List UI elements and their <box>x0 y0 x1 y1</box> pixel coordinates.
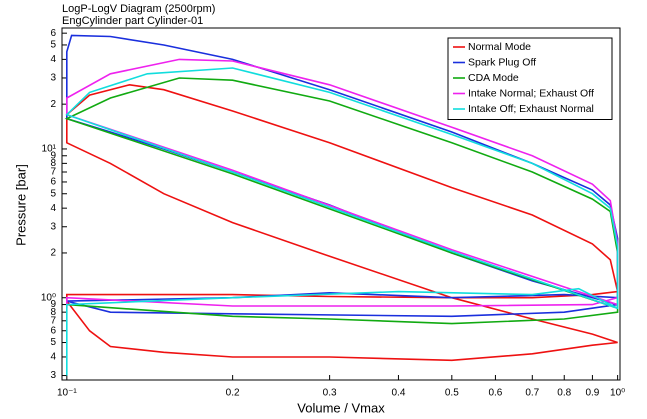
y-tick-label: 10¹ <box>42 144 57 155</box>
x-tick-label: 0.2 <box>226 388 240 399</box>
y-tick-label: 3 <box>50 221 56 232</box>
x-tick-label: 0.3 <box>323 388 337 399</box>
y-tick-label: 3 <box>50 370 56 381</box>
y-tick-label: 4 <box>50 352 56 363</box>
y-tick-label: 6 <box>50 28 56 39</box>
y-tick-label: 5 <box>50 188 56 199</box>
series-line <box>65 67 619 376</box>
x-tick-label: 0.8 <box>557 388 571 399</box>
y-tick-label: 5 <box>50 337 56 348</box>
y-tick-label: 4 <box>50 203 56 214</box>
y-tick-label: 8 <box>50 158 56 169</box>
y-tick-label: 6 <box>50 325 56 336</box>
x-tick-label: 10⁰ <box>610 388 625 399</box>
legend-label: Spark Plug Off <box>468 56 536 68</box>
x-tick-label: 0.6 <box>488 388 502 399</box>
chart-subtitle: EngCylinder part Cylinder-01 <box>62 15 203 27</box>
series-line <box>64 77 619 325</box>
y-tick-label: 9 <box>50 299 56 310</box>
x-axis-label: Volume / Vmax <box>297 400 385 415</box>
legend-label: Intake Normal; Exhaust Off <box>468 87 594 99</box>
x-tick-label: 0.4 <box>391 388 405 399</box>
y-tick-label: 7 <box>50 315 56 326</box>
y-tick-label: 3 <box>50 73 56 84</box>
series-line <box>66 83 619 362</box>
x-tick-label: 0.9 <box>585 388 599 399</box>
y-tick-label: 2 <box>50 99 56 110</box>
legend-box <box>447 37 613 120</box>
y-tick-label: 7 <box>50 167 56 178</box>
y-tick-label: 6 <box>50 177 56 188</box>
y-tick-label: 9 <box>50 150 56 161</box>
y-tick-label: 4 <box>50 54 56 65</box>
legend-label: Normal Mode <box>468 41 531 53</box>
x-tick-label: 10⁻¹ <box>57 388 77 399</box>
legend-label: CDA Mode <box>468 72 519 84</box>
y-tick-label: 5 <box>50 40 56 51</box>
y-tick-label: 10⁰ <box>41 292 56 303</box>
x-tick-label: 0.7 <box>525 388 539 399</box>
x-tick-label: 0.5 <box>445 388 459 399</box>
series-line <box>66 58 619 309</box>
y-tick-label: 2 <box>50 248 56 259</box>
chart-title: LogP-LogV Diagram (2500rpm) <box>62 3 215 15</box>
y-axis-label: Pressure [bar] <box>13 164 28 246</box>
plot-frame <box>61 27 621 381</box>
legend-label: Intake Off; Exhaust Normal <box>468 103 594 115</box>
y-tick-label: 8 <box>50 307 56 318</box>
